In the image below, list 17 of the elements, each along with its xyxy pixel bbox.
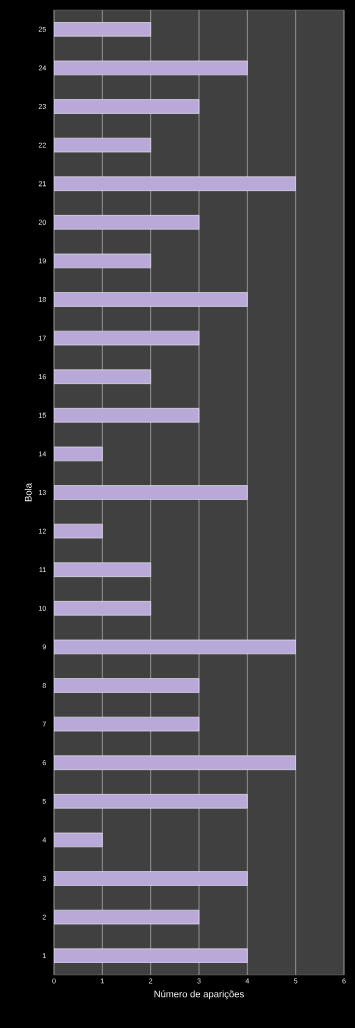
y-axis-title: Bola [24, 483, 32, 502]
bar [54, 755, 296, 770]
bar [54, 948, 248, 963]
bar [54, 369, 151, 384]
bar [54, 176, 296, 191]
bar [54, 485, 248, 500]
bar [54, 562, 151, 577]
bar [54, 871, 248, 886]
bar [54, 408, 200, 423]
bar [54, 99, 200, 114]
bar [54, 678, 200, 693]
bar [54, 215, 200, 230]
bar [54, 794, 248, 809]
bar [54, 601, 151, 616]
bar [54, 292, 248, 307]
x-axis-title: Número de aparições [154, 990, 244, 1000]
bar [54, 22, 151, 37]
